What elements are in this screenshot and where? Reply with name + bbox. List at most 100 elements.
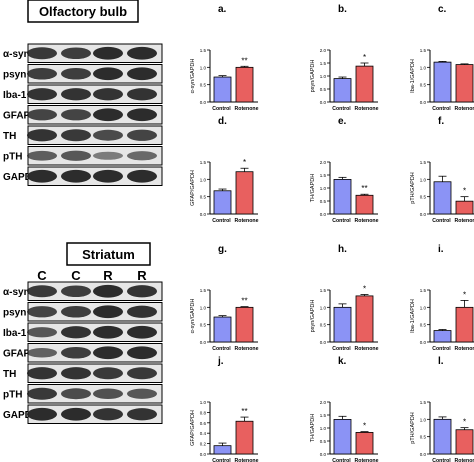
panel-letter: c. [438, 4, 447, 15]
x-tick-label: Control [212, 458, 231, 462]
x-tick-label: Rotenone [455, 218, 474, 224]
blot-band [127, 285, 157, 298]
y-tick-label: 0.5 [320, 87, 327, 92]
bar [355, 432, 374, 455]
blot-band [127, 46, 157, 60]
significance-marker: ** [241, 407, 247, 416]
lane-label: R [137, 268, 147, 283]
x-tick-label: Control [432, 458, 451, 462]
blot-title: Olfactory bulb [39, 4, 127, 19]
x-tick-label: Control [432, 346, 451, 352]
blot-band [61, 88, 91, 101]
y-axis-label: pTH/GAPDH [410, 172, 416, 204]
bar [355, 65, 374, 103]
significance-marker: ** [241, 297, 247, 306]
blot-band [61, 367, 91, 380]
y-tick-label: 0.0 [200, 340, 207, 345]
y-tick-label: 1.0 [200, 305, 207, 310]
y-tick-label: 0.0 [420, 212, 427, 217]
blot-band [127, 108, 157, 122]
blot-band [93, 408, 123, 421]
blot-row-label: Iba-1 [3, 90, 27, 101]
x-tick-label: Control [212, 218, 231, 224]
panel-letter: i. [438, 244, 444, 255]
y-tick-label: 1.5 [320, 413, 327, 418]
bar-chart-g: g. 0.0 0.5 1.0 1.5 α-syn/GAPDH Control Rotenone… [190, 244, 259, 352]
y-axis-label: Iba-1/GAPDH [410, 299, 416, 333]
y-tick-label: 2.0 [320, 160, 327, 165]
y-tick-label: 1.5 [420, 160, 427, 165]
y-tick-label: 0.0 [200, 212, 207, 217]
bar [235, 66, 254, 103]
panel-letter: e. [338, 116, 347, 127]
y-axis-label: pTH/GAPDH [410, 412, 416, 444]
y-tick-label: 1.0 [320, 426, 327, 431]
bar [455, 200, 474, 215]
blot-band [27, 67, 57, 80]
significance-marker: * [463, 290, 466, 299]
blot-band [127, 388, 157, 399]
blot-band [127, 129, 157, 141]
bar [333, 78, 352, 103]
blot-title: Striatum [82, 247, 135, 262]
y-axis-label: GFAP/GAPDH [190, 410, 196, 446]
x-tick-label: Rotenone [355, 346, 379, 352]
blot-band [127, 67, 157, 81]
blot-title-box [66, 242, 151, 266]
significance-marker: * [243, 158, 246, 167]
blot-row-label: GAPDH [3, 172, 39, 183]
bar [235, 420, 254, 455]
lane-label: C [37, 268, 47, 283]
y-axis-label: psyn/GAPDH [310, 300, 316, 333]
blot-band [93, 284, 123, 298]
y-axis-label: α-syn/GAPDH [190, 59, 196, 94]
panel-letter: h. [338, 244, 347, 255]
blot-band [61, 109, 91, 121]
blot-band [27, 88, 57, 101]
y-tick-label: 0.2 [200, 442, 207, 447]
bar [455, 429, 474, 455]
blot-band [27, 348, 57, 358]
panel-letter: l. [438, 356, 444, 367]
x-tick-label: Rotenone [235, 458, 259, 462]
y-tick-label: 1.0 [200, 400, 207, 405]
panel-letter: g. [218, 244, 227, 255]
bar-chart-j: j. 0.0 0.2 0.4 0.6 0.8 1.0 GFAP/GAPDH Control Rot… [190, 356, 259, 462]
blot-band [127, 169, 157, 183]
y-tick-label: 0.0 [200, 452, 207, 457]
blot-band [61, 326, 91, 339]
blot-band [127, 151, 157, 161]
y-tick-label: 0.0 [320, 212, 327, 217]
y-tick-label: 0.5 [320, 439, 327, 444]
y-axis-label: α-syn/GAPDH [190, 299, 196, 334]
blot-row-label: GFAP [3, 111, 31, 122]
blot-band [127, 305, 157, 318]
y-tick-label: 1.0 [420, 417, 427, 422]
blot-row-label: α-syn [3, 49, 30, 60]
y-tick-label: 0.5 [200, 83, 207, 88]
blot-band [27, 285, 57, 298]
x-tick-label: Rotenone [355, 106, 379, 112]
y-tick-label: 0.5 [420, 323, 427, 328]
y-tick-label: 1.5 [420, 288, 427, 293]
blot-band [93, 129, 123, 141]
y-tick-label: 1.5 [320, 288, 327, 293]
panel-letter: a. [218, 4, 227, 15]
bar [433, 181, 452, 215]
blot-row-label: psyn [3, 308, 26, 319]
y-tick-label: 1.5 [420, 400, 427, 405]
blot-row-label: GFAP [3, 349, 31, 360]
blot-band [93, 367, 123, 380]
bar-chart-l: l. 0.0 0.5 1.0 1.5 pTH/GAPDH Control Rotenone * [410, 356, 474, 462]
y-tick-label: 1.5 [420, 48, 427, 53]
x-tick-label: Control [212, 346, 231, 352]
bar [355, 295, 374, 343]
bar [433, 61, 452, 103]
blot-band [93, 305, 123, 319]
y-tick-label: 1.5 [200, 48, 207, 53]
y-tick-label: 0.5 [200, 323, 207, 328]
y-tick-label: 1.0 [420, 65, 427, 70]
blot-band [127, 408, 157, 421]
blot-band [61, 346, 91, 359]
blot-row-label: TH [3, 369, 16, 380]
